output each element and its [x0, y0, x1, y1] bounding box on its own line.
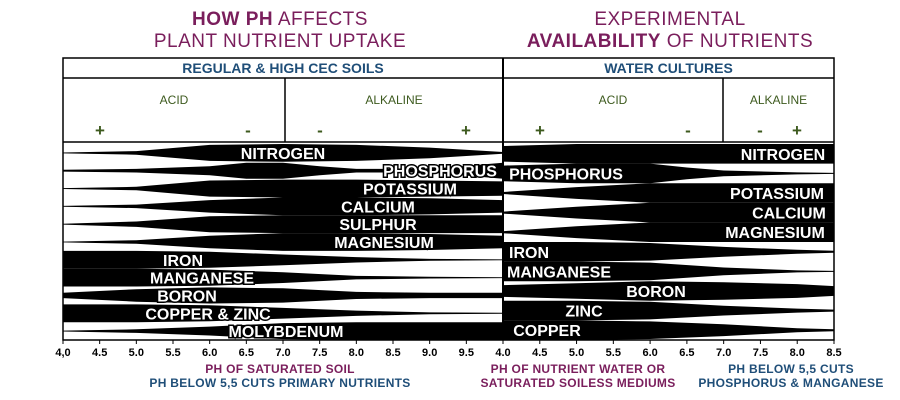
left-tick-label: 8.5	[385, 347, 400, 359]
right-title-line1: EXPERIMENTAL	[594, 9, 746, 30]
left-band-label: POTASSIUM	[363, 182, 457, 199]
left-title-line1-rest: AFFECTS	[273, 9, 368, 30]
left-tick-label: 8.0	[349, 347, 364, 359]
left-band-calcium	[63, 197, 503, 216]
right-band-iron	[503, 242, 834, 262]
right-footer-right-line2: PHOSPHORUS & MANGANESE	[698, 376, 884, 390]
right-band-label: BORON	[626, 284, 686, 301]
right-band-label: CALCIUM	[752, 206, 826, 223]
left-title-line2: PLANT NUTRIENT UPTAKE	[153, 31, 407, 52]
right-band-potassium	[503, 183, 834, 203]
right-tick-label: 7.0	[716, 347, 731, 359]
left-tick-label: 5.0	[129, 347, 144, 359]
left-panel-header: REGULAR & HIGH CEC SOILS	[182, 60, 383, 76]
left-sign-3: +	[461, 121, 471, 140]
right-panel-header: WATER CULTURES	[604, 60, 733, 76]
left-band-label: BORON	[157, 288, 217, 305]
left-tick-label: 5.5	[165, 347, 180, 359]
left-band-label: MANGANESE	[150, 271, 254, 288]
right-band-label: PHOSPHORUS	[509, 166, 623, 183]
right-title-line2: AVAILABILITY OF NUTRIENTS	[500, 31, 840, 53]
right-tick-label: 5.5	[606, 347, 621, 359]
right-band-manganese	[503, 261, 834, 282]
right-band-calcium	[503, 202, 834, 223]
left-band-iron	[63, 250, 503, 269]
left-title-line1-bold: HOW PH	[192, 9, 274, 30]
left-band-label: NITROGEN	[241, 146, 325, 163]
right-acid-label: ACID	[599, 93, 628, 107]
left-band-label: CALCIUM	[341, 199, 415, 216]
left-band-boron	[63, 287, 503, 304]
right-tick-label: 8.0	[790, 347, 805, 359]
left-band-label: IRON	[163, 253, 203, 270]
right-band-label: POTASSIUM	[730, 186, 824, 203]
right-chart-title: EXPERIMENTAL AVAILABILITY OF NUTRIENTS	[500, 9, 840, 53]
left-band-nitrogen	[63, 144, 503, 162]
right-band-label: IRON	[509, 245, 549, 262]
right-footer-right-line1: PH BELOW 5,5 CUTS	[728, 362, 854, 376]
left-footer-line2: PH BELOW 5,5 CUTS PRIMARY NUTRIENTS	[149, 376, 411, 390]
left-band-manganese	[63, 268, 503, 287]
right-sign-0: +	[535, 121, 545, 140]
left-tick-label: 9.5	[459, 347, 474, 359]
left-footer-line1: PH OF SATURATED SOIL	[205, 362, 355, 376]
left-tick-label: 4,0	[55, 347, 70, 359]
right-footer-left-line1: PH OF NUTRIENT WATER OR	[490, 362, 666, 376]
right-band-label: MANGANESE	[507, 264, 611, 281]
left-tick-label: 7.0	[275, 347, 290, 359]
left-band-phosphorus	[63, 162, 503, 179]
left-sign-1: -	[245, 121, 251, 140]
right-band-boron	[503, 281, 834, 301]
right-tick-label: 4.0	[495, 347, 510, 359]
left-band-molybdenum	[63, 322, 503, 340]
left-band-copper-zinc	[63, 304, 503, 323]
right-tick-label: 7.5	[753, 347, 768, 359]
left-sign-0: +	[95, 121, 105, 140]
left-tick-label: 7.5	[312, 347, 327, 359]
right-tick-label: 4.5	[532, 347, 547, 359]
left-tick-label: 9.0	[422, 347, 437, 359]
left-band-label: MAGNESIUM	[334, 235, 434, 252]
left-band-label: COPPER & ZINC	[145, 306, 271, 323]
right-tick-label: 5.0	[569, 347, 584, 359]
right-footer-right: PH BELOW 5,5 CUTS PHOSPHORUS & MANGANESE	[686, 362, 896, 390]
right-sign-1: -	[685, 121, 691, 140]
right-title-line2-bold: AVAILABILITY	[526, 31, 661, 52]
right-band-phosphorus	[503, 163, 834, 184]
right-alkaline-label: ALKALINE	[750, 93, 807, 107]
left-acid-label: ACID	[160, 93, 189, 107]
left-title-line1: HOW PH AFFECTS	[60, 9, 500, 31]
right-band-zinc	[503, 300, 834, 321]
right-tick-label: 6.5	[679, 347, 694, 359]
left-alkaline-label: ALKALINE	[365, 93, 422, 107]
right-band-label: ZINC	[565, 304, 603, 321]
left-tick-label: 6.5	[239, 347, 254, 359]
left-band-label: MOLYBDENUM	[229, 324, 344, 341]
right-title-line2-rest: OF NUTRIENTS	[660, 31, 814, 52]
right-sign-3: +	[792, 121, 802, 140]
left-band-label: SULPHUR	[339, 217, 417, 234]
right-tick-label: 8.5	[826, 347, 841, 359]
left-sign-2: -	[317, 121, 323, 140]
left-footer: PH OF SATURATED SOIL PH BELOW 5,5 CUTS P…	[60, 362, 500, 390]
left-band-potassium	[63, 179, 503, 198]
right-band-magnesium	[503, 222, 834, 242]
left-tick-label: 4.5	[92, 347, 107, 359]
right-band-label: MAGNESIUM	[725, 225, 825, 242]
right-band-copper	[503, 320, 834, 340]
right-sign-2: -	[757, 121, 763, 140]
right-tick-label: 6.0	[642, 347, 657, 359]
right-band-nitrogen	[503, 144, 834, 164]
left-band-magnesium	[63, 233, 503, 251]
left-chart-title: HOW PH AFFECTS PLANT NUTRIENT UPTAKE	[60, 9, 500, 53]
right-footer-left-line2: SATURATED SOILESS MEDIUMS	[480, 376, 676, 390]
left-band-label: PHOSPHORUS	[383, 164, 497, 181]
left-band-sulphur	[63, 215, 503, 234]
right-band-label: COPPER	[513, 323, 581, 340]
right-band-label: NITROGEN	[741, 147, 825, 164]
left-tick-label: 6.0	[202, 347, 217, 359]
right-footer-left: PH OF NUTRIENT WATER OR SATURATED SOILES…	[468, 362, 688, 390]
